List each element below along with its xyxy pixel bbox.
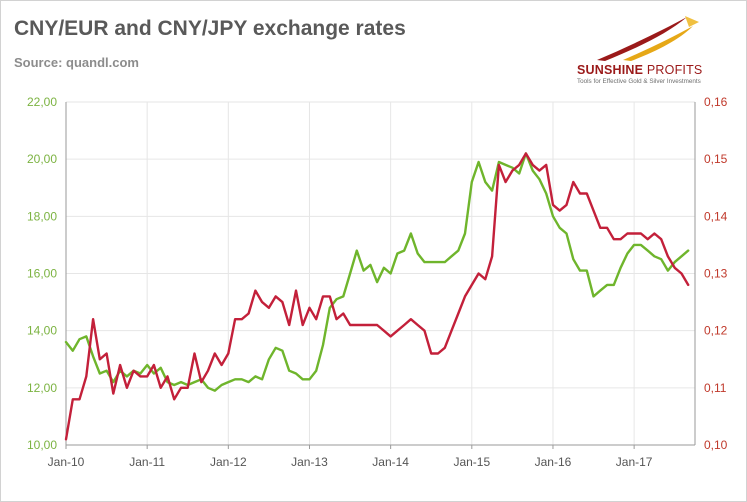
y-right-tick-label: 0,11 (704, 381, 727, 395)
x-tick-label: Jan-12 (210, 455, 247, 469)
y-left-tick-label: 12,00 (27, 381, 57, 395)
x-tick-label: Jan-14 (372, 455, 409, 469)
logo-tagline: Tools for Effective Gold & Silver Invest… (577, 78, 701, 85)
y-right-tick-label: 0,13 (704, 267, 728, 281)
chart-series (64, 152, 690, 441)
x-tick-label: Jan-13 (291, 455, 328, 469)
y-left-tick-label: 20,00 (27, 152, 57, 166)
chart-title: CNY/EUR and CNY/JPY exchange rates (14, 17, 406, 40)
y-left-tick-label: 18,00 (27, 209, 57, 223)
y-right-tick-label: 0,16 (704, 95, 728, 109)
x-tick-label: Jan-10 (48, 455, 85, 469)
y-left-tick-label: 14,00 (27, 324, 57, 338)
y-right-tick-label: 0,10 (704, 438, 728, 452)
sunshine-profits-logo: SUNSHINE PROFITS Tools for Effective Gol… (575, 14, 735, 85)
x-tick-label: Jan-15 (453, 455, 490, 469)
series-line-left-axis (64, 152, 690, 392)
y-right-tick-label: 0,14 (704, 209, 728, 223)
chart-axes (65, 102, 696, 449)
y-right-tick-label: 0,12 (704, 324, 728, 338)
x-tick-label: Jan-16 (535, 455, 572, 469)
y-left-tick-label: 22,00 (27, 95, 57, 109)
y-right-tick-label: 0,15 (704, 152, 728, 166)
chart-tick-labels: 10,00 12,00 14,00 16,00 18,00 20,00 22,00 0,10 0… (27, 95, 728, 469)
series-line-right-axis (64, 152, 690, 441)
logo-name: SUNSHINE PROFITS (577, 63, 702, 77)
x-tick-label: Jan-17 (616, 455, 653, 469)
x-tick-label: Jan-11 (129, 455, 165, 469)
y-left-tick-label: 10,00 (27, 438, 57, 452)
logo-swoosh-icon (597, 16, 699, 61)
chart-source: Source: quandl.com (14, 55, 139, 70)
logo-name-part2: PROFITS (643, 63, 703, 77)
logo-name-part1: SUNSHINE (577, 63, 644, 77)
y-left-tick-label: 16,00 (27, 267, 57, 281)
